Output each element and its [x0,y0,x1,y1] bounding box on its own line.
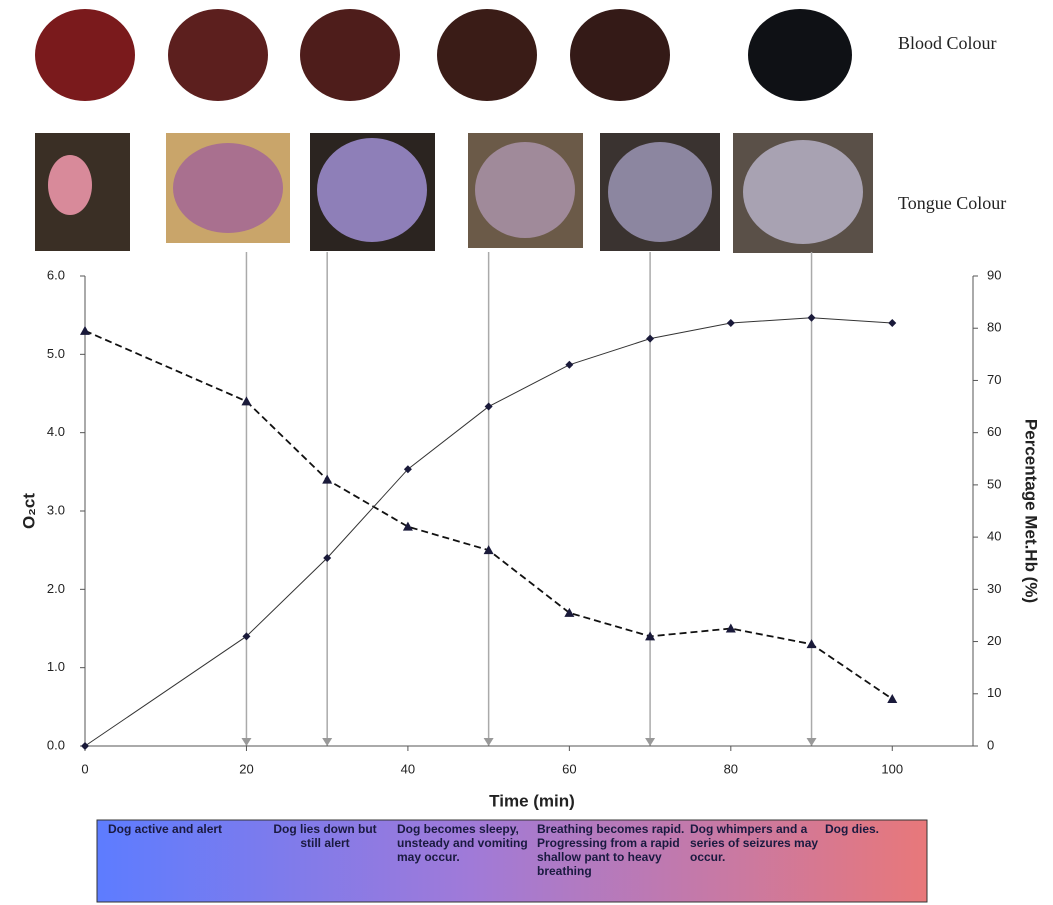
point [403,522,413,531]
point [807,639,817,648]
event-arrow [645,738,655,746]
tongue [743,140,863,244]
point [80,326,90,335]
point [322,475,332,484]
tongue [475,142,575,238]
event-arrow [807,738,817,746]
y-tick-label: 4.0 [47,424,65,439]
y-tick-label: 6.0 [47,267,65,282]
event-arrow [484,738,494,746]
y2-tick-label: 50 [987,476,1001,491]
y2-axis-title: Percentage Met.Hb (%) [1022,419,1041,603]
y-tick-label: 3.0 [47,502,65,517]
x-axis-title: Time (min) [489,791,575,810]
tongue-photos [35,133,873,253]
point [565,361,573,369]
y-axis-title: O₂ct [19,493,38,529]
tongue [173,143,283,233]
blood-samples [35,9,852,101]
stage-text: Breathing becomes rapid. Progressing fro… [537,822,687,878]
blood-sample [168,9,268,101]
y2-tick-label: 30 [987,581,1001,596]
y-tick-label: 0.0 [47,737,65,752]
chart: Blood Colour Tongue Colour Time (min) O₂… [0,0,1053,905]
point [81,742,89,750]
stage-text: Dog becomes sleepy, unsteady and vomitin… [397,822,535,864]
stage-text: Dog dies. [825,822,920,836]
y2-tick-label: 10 [987,685,1001,700]
blood-sample [570,9,670,101]
y2-tick-label: 80 [987,320,1001,335]
point [808,314,816,322]
tongue [608,142,712,242]
y2-tick-label: 90 [987,267,1001,282]
point [646,335,654,343]
x-tick-label: 80 [724,761,738,776]
stage-text: Dog active and alert [108,822,253,836]
x-tick-label: 40 [401,761,415,776]
y2-tick-label: 40 [987,529,1001,544]
point [241,396,251,405]
blood-sample [437,9,537,101]
y2-tick-label: 60 [987,424,1001,439]
y-tick-label: 1.0 [47,659,65,674]
tongue [317,138,427,242]
tongue-label: Tongue Colour [898,193,1006,213]
stage-text: Dog lies down but still alert [265,822,385,850]
y-tick-label: 2.0 [47,581,65,596]
point [727,319,735,327]
y-tick-label: 5.0 [47,346,65,361]
event-arrow [322,738,332,746]
x-tick-label: 0 [81,761,88,776]
x-tick-label: 20 [239,761,253,776]
point [888,319,896,327]
point [887,694,897,703]
x-tick-label: 100 [881,761,903,776]
blood-label: Blood Colour [898,33,997,53]
blood-sample [300,9,400,101]
page: Blood Colour Tongue Colour Time (min) O₂… [0,0,1053,905]
x-tick-label: 60 [562,761,576,776]
y2-tick-label: 70 [987,372,1001,387]
y2-tick-label: 20 [987,633,1001,648]
tongue [48,155,92,215]
stage-text: Dog whimpers and a series of seizures ma… [690,822,820,864]
blood-sample [748,9,852,101]
y2-tick-label: 0 [987,737,994,752]
event-arrow [241,738,251,746]
blood-sample [35,9,135,101]
